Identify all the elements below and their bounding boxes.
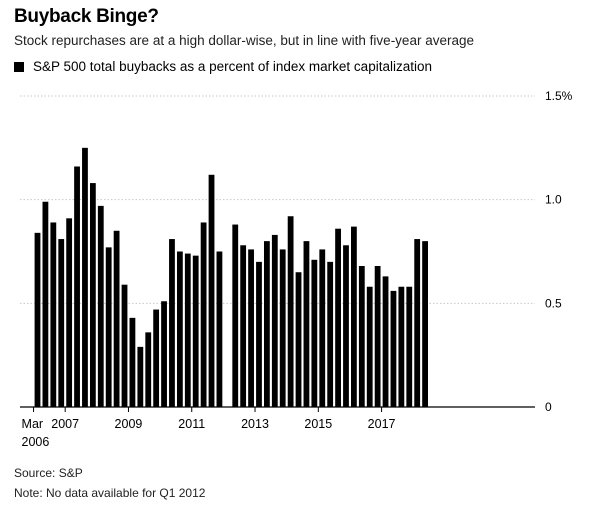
bar [366,286,373,407]
bar [335,228,341,407]
x-tick-sublabel: 2006 [22,435,50,449]
bar [279,249,286,407]
bar [113,230,120,407]
bar [358,266,365,407]
y-tick-label: 1.0 [545,193,562,207]
x-tick-label: 2013 [241,417,269,431]
y-tick-label: 1.5% [545,89,573,103]
bar [263,241,270,407]
bar [390,290,397,407]
bar [240,245,247,407]
bar [184,253,191,407]
data-availability-note: Note: No data available for Q1 2012 [14,486,206,500]
bar [256,261,262,407]
bar [169,239,175,407]
bar [208,174,215,407]
bar [192,255,199,407]
bar [137,346,144,407]
bar [58,239,65,407]
bar [82,147,88,408]
bar [74,166,80,407]
bar [319,249,326,407]
source-note: Source: S&P [14,466,83,480]
bar [105,247,112,407]
bar [287,216,294,407]
bar [303,241,310,407]
bar [34,232,41,407]
bar [145,332,152,407]
bar [343,245,349,407]
y-tick-label: 0 [545,400,552,414]
bar [42,201,49,407]
bar [351,226,357,407]
bar [129,317,136,407]
bar [414,239,421,407]
x-tick-label: Mar [22,417,44,431]
legend-swatch [14,61,24,72]
legend: S&P 500 total buybacks as a percent of i… [14,59,432,74]
x-tick-label: 2017 [368,417,396,431]
chart-subtitle: Stock repurchases are at a high dollar-w… [14,33,474,48]
bar [422,241,428,407]
bar [248,249,254,407]
bar [216,251,223,407]
bar [271,234,278,407]
x-tick-label: 2009 [115,417,143,431]
bar [382,276,389,407]
bar [200,222,207,407]
legend-label: S&P 500 total buybacks as a percent of i… [33,59,432,74]
chart-title: Buyback Binge? [14,6,159,27]
bar [398,286,405,407]
bar [66,218,73,407]
x-tick-label: 2011 [178,417,205,431]
bar [153,309,160,407]
bar [176,251,183,407]
bar [50,222,57,407]
bar [121,284,128,407]
y-tick-label: 0.5 [545,296,562,310]
bar [311,259,318,407]
bar [161,301,167,407]
x-tick-label: 2015 [304,417,332,431]
bar [89,183,96,407]
bar [406,286,413,407]
bar [295,272,302,407]
x-tick-label: 2007 [51,417,79,431]
bar [374,266,381,407]
bar [97,205,104,407]
bar [232,224,239,407]
bar [327,261,334,407]
